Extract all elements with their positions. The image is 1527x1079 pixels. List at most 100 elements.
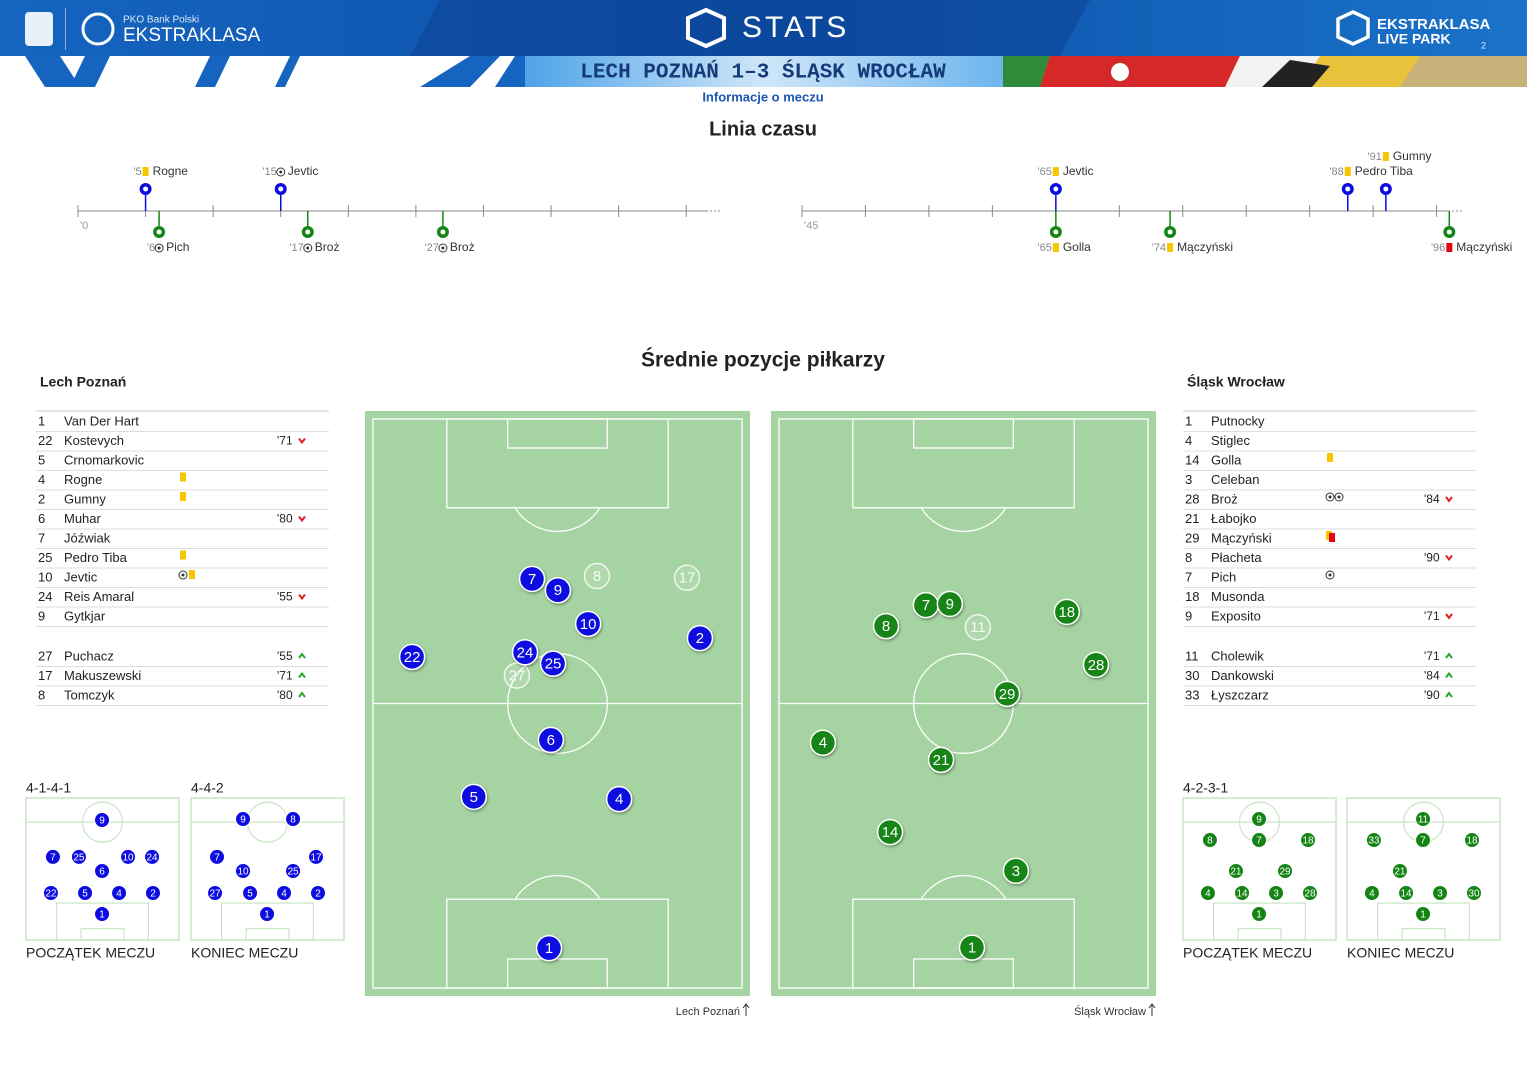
- player-position-number: 18: [1058, 604, 1075, 621]
- penalty-arc: [920, 507, 1007, 533]
- player-position-number: 28: [1088, 657, 1105, 674]
- player-marker: 1: [535, 934, 563, 962]
- player-marker: 5: [460, 783, 487, 811]
- formation-player: [1415, 832, 1432, 849]
- formation-player: [209, 848, 226, 865]
- player-marker: 2: [686, 624, 714, 652]
- player-name: Jevtic: [64, 569, 98, 584]
- formation-player: [1398, 884, 1415, 901]
- player-marker: 10: [574, 610, 602, 638]
- formation-player: [242, 884, 259, 901]
- player-position-number: 22: [404, 649, 421, 666]
- sub-off-arrow: [298, 593, 306, 601]
- player-position-number: 2: [696, 630, 704, 647]
- match-info-link[interactable]: Informacje o meczu: [702, 89, 823, 104]
- player-name: Golla: [1211, 452, 1242, 467]
- sub-minute: '71: [277, 669, 293, 683]
- player-position-number: 9: [554, 582, 562, 599]
- player-name: Musonda: [1211, 589, 1265, 604]
- yellow-card: [180, 492, 186, 501]
- sub-off-arrow: [1445, 496, 1453, 503]
- player-position-number: 4: [819, 735, 827, 752]
- formation-player: [1251, 906, 1268, 923]
- six-yard-box: [913, 958, 1014, 989]
- player-marker: 25: [539, 650, 567, 677]
- yellow-card: [180, 550, 186, 560]
- formation-player-number: 1: [99, 910, 105, 921]
- formation-player: [1227, 862, 1244, 879]
- formation-player-number: 24: [147, 853, 159, 864]
- timeline-start-label: '45: [804, 220, 818, 232]
- formation-player-number: 21: [1230, 867, 1242, 878]
- player-number: 33: [1185, 687, 1199, 702]
- player-number: 17: [38, 668, 52, 683]
- formation-player: [1415, 906, 1432, 923]
- player-name: Reis Amaral: [64, 589, 134, 604]
- event-minute: '65: [1038, 242, 1052, 254]
- player-number: 2: [38, 491, 45, 506]
- player-name: Rogne: [64, 472, 102, 487]
- player-marker: 8: [872, 612, 900, 640]
- pko-logo: [25, 8, 115, 50]
- sub-on-arrow: [298, 691, 306, 698]
- positions-title: Średnie pozycje piłkarzy: [641, 348, 885, 372]
- player-name: Gumny: [64, 491, 106, 506]
- event-player: Broż: [315, 240, 340, 254]
- formation-player: [1251, 832, 1268, 849]
- player-position: [876, 818, 904, 846]
- player-position-number: 8: [882, 618, 890, 635]
- formation-player-number: 11: [1418, 815, 1429, 826]
- event-pin-dot: [1383, 186, 1389, 192]
- player-number: 9: [38, 608, 45, 623]
- mini-goal-box: [245, 928, 290, 941]
- formation-player: [1201, 832, 1218, 849]
- yellow-card: [1344, 167, 1351, 176]
- sub-minute: '55: [277, 649, 293, 663]
- player-number: 24: [38, 589, 52, 604]
- player-number: 18: [1185, 589, 1199, 604]
- formation-player-number: 4: [1369, 889, 1375, 900]
- player-name: Crnomarkovic: [64, 452, 145, 467]
- live-park: LIVE PARK: [1377, 31, 1451, 47]
- player-marker: 4: [809, 729, 837, 757]
- player-marker: 3: [1002, 857, 1030, 885]
- formation-player-number: 9: [99, 816, 105, 827]
- player-position-number: 3: [1012, 863, 1020, 880]
- formation-player: [1301, 884, 1318, 901]
- formation-player: [1268, 884, 1285, 901]
- player-name: Makuszewski: [64, 668, 141, 683]
- event-player: Pedro Tiba: [1355, 164, 1413, 178]
- timeline-title: Linia czasu: [709, 118, 817, 140]
- player-number: 8: [1185, 550, 1192, 565]
- yellow-card: [1052, 243, 1059, 252]
- sub-position: [964, 614, 992, 641]
- formation-player: [111, 884, 128, 901]
- player-number: 27: [38, 648, 52, 663]
- event-minute: '96: [1431, 242, 1445, 254]
- event-pin-dot: [1345, 186, 1351, 192]
- yellow-card: [142, 167, 149, 176]
- sub-off-arrow: [1445, 554, 1453, 562]
- player-marker: 24: [511, 639, 539, 666]
- goal-ball-patch: [306, 246, 310, 250]
- player-number: 9: [1185, 608, 1192, 623]
- six-yard-box: [507, 418, 608, 449]
- event-minute: '27: [425, 242, 439, 254]
- formation-player-number: 10: [122, 853, 134, 864]
- formation-player: [276, 884, 293, 901]
- formation-player: [44, 848, 61, 865]
- player-number: 28: [1185, 491, 1199, 506]
- sub-minute: '80: [277, 688, 293, 702]
- formation-player: [1251, 811, 1268, 828]
- event-player: Gumny: [1393, 149, 1432, 163]
- formation-player-number: 14: [1400, 889, 1412, 900]
- player-position: [1082, 651, 1110, 679]
- timeline-start-label: '0: [80, 220, 88, 232]
- formation-player: [1432, 884, 1449, 901]
- player-position: [398, 643, 426, 671]
- player-position-number: 4: [615, 791, 623, 808]
- formation-player: [94, 812, 111, 829]
- goal-ball-patch: [181, 573, 185, 577]
- player-name: Putnocky: [1211, 413, 1265, 428]
